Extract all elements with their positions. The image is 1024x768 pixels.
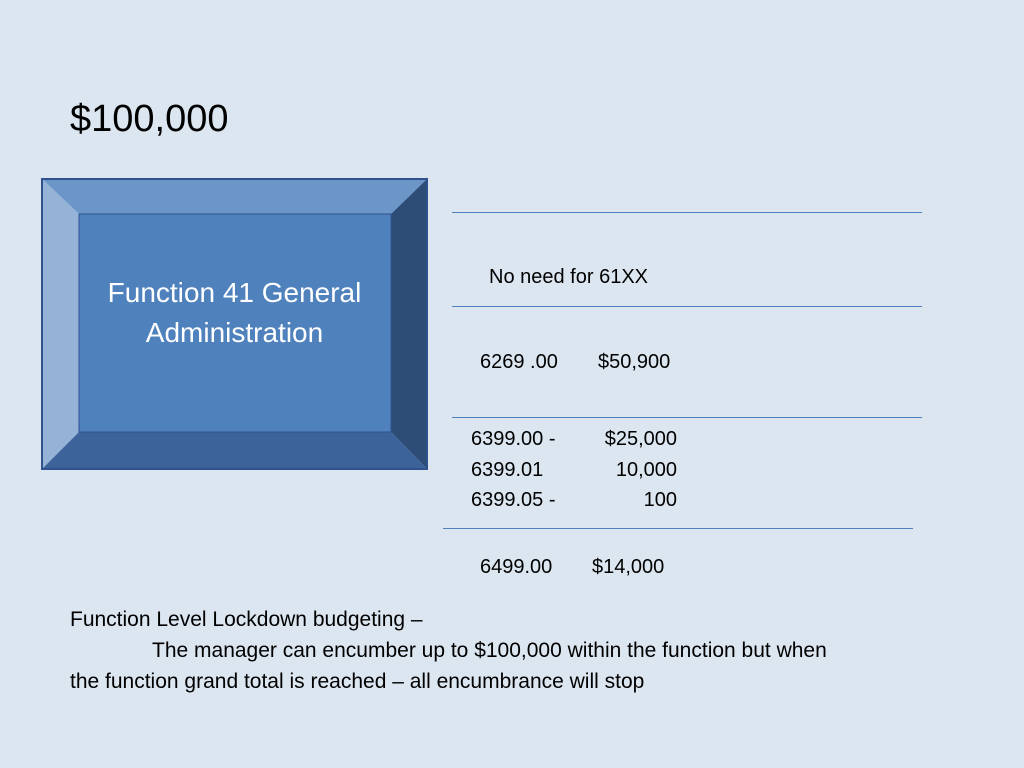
bevel-left — [41, 178, 79, 470]
bevel-top — [41, 178, 428, 214]
bevel-bottom — [41, 432, 428, 470]
notes: Function Level Lockdown budgeting – The … — [70, 604, 950, 697]
account-code: 6499.00 — [480, 556, 553, 578]
account-amount: $14,000 — [592, 556, 665, 578]
notes-line-2: The manager can encumber up to $100,000 … — [152, 639, 827, 662]
account-code: 6269 .00 — [480, 351, 558, 373]
account-code: 6399.05 - — [471, 489, 556, 511]
row-6499: 6499.00 $14,000 — [480, 552, 664, 582]
notes-line-3: the function grand total is reached – al… — [70, 670, 645, 693]
account-code: 6399.00 - — [471, 428, 556, 450]
table-rule-3 — [452, 417, 922, 418]
bevel-face — [78, 213, 392, 433]
bevel-border — [41, 178, 428, 470]
row-6399-05: 6399.05 - 100 — [471, 485, 677, 515]
table-rule-4 — [443, 528, 913, 529]
table-rule-2 — [452, 306, 922, 307]
slide-title: $100,000 — [70, 98, 229, 140]
bevel-right — [391, 178, 428, 470]
row-6399-01: 6399.01 10,000 — [471, 455, 677, 485]
function-box-label: Function 41 General Administration — [107, 277, 362, 348]
account-amount: $50,900 — [598, 351, 671, 373]
account-code: 6399.01 — [471, 459, 544, 481]
notes-heading: Function Level Lockdown budgeting – — [70, 608, 423, 631]
account-amount: 10,000 — [615, 459, 677, 481]
table-rule-1 — [452, 212, 922, 213]
function-box — [41, 178, 428, 470]
account-amount: $25,000 — [604, 428, 677, 450]
row-6399-00: 6399.00 - $25,000 — [471, 424, 677, 454]
row-61xx-note: No need for 61XX — [489, 266, 648, 288]
row-6269: 6269 .00 $50,900 — [480, 347, 670, 377]
bevel-shape — [41, 178, 428, 470]
account-amount: 100 — [643, 489, 677, 511]
